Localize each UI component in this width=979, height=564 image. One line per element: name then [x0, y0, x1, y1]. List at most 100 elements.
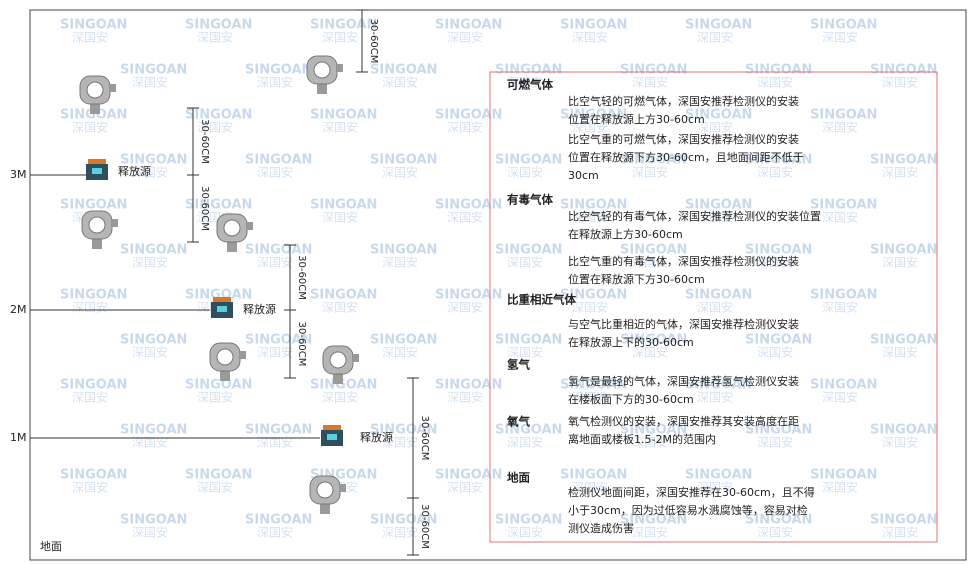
- section-text: 位置在释放源下方30-60cm，且地面间距不低于: [568, 150, 804, 164]
- watermark-brand: SINGOAN: [120, 333, 187, 348]
- watermark-brand: SINGOAN: [560, 198, 627, 213]
- detector-face: [216, 348, 234, 366]
- watermark-name: 深国安: [572, 120, 608, 135]
- watermark-name: 深国安: [197, 480, 233, 495]
- watermark-name: 深国安: [757, 525, 793, 540]
- detector: [309, 475, 346, 514]
- watermark-name: 深国安: [882, 435, 918, 450]
- detector: [322, 345, 359, 384]
- watermark-brand: SINGOAN: [560, 108, 627, 123]
- detector-face: [313, 61, 331, 79]
- detector: [81, 210, 118, 249]
- watermark-name: 深国安: [322, 30, 358, 45]
- watermark-brand: SINGOAN: [120, 63, 187, 78]
- watermark-name: 深国安: [757, 255, 793, 270]
- watermark-brand: SINGOAN: [370, 513, 437, 528]
- watermark-brand: SINGOAN: [685, 378, 752, 393]
- ground-label: 地面: [40, 540, 62, 553]
- detector: [216, 213, 253, 252]
- watermark-brand: SINGOAN: [560, 18, 627, 33]
- watermark-name: 深国安: [507, 435, 543, 450]
- watermark-brand: SINGOAN: [810, 198, 877, 213]
- section-text: 氧气检测仪的安装，深国安推荐其安装高度在距: [568, 414, 799, 428]
- level-label: 2M: [10, 303, 27, 316]
- watermark-brand: SINGOAN: [310, 198, 377, 213]
- watermark-brand: SINGOAN: [495, 153, 562, 168]
- watermark-brand: SINGOAN: [810, 288, 877, 303]
- watermark-brand: SINGOAN: [245, 153, 312, 168]
- watermark-name: 深国安: [882, 525, 918, 540]
- watermark-brand: SINGOAN: [560, 468, 627, 483]
- watermark-name: 深国安: [447, 210, 483, 225]
- watermark-name: 深国安: [382, 75, 418, 90]
- watermark-name: 深国安: [632, 165, 668, 180]
- section-text: 小于30cm，因为过低容易水溅腐蚀等，容易对检: [568, 503, 808, 517]
- section-heading: 比重相近气体: [507, 293, 576, 307]
- watermark-brand: SINGOAN: [310, 108, 377, 123]
- watermarks: SINGOAN深国安SINGOAN深国安SINGOAN深国安SINGOAN深国安…: [60, 18, 937, 540]
- watermark-brand: SINGOAN: [370, 243, 437, 258]
- section-text: 比空气轻的可燃气体，深国安推荐检测仪的安装: [568, 94, 799, 108]
- detector-stem: [220, 369, 230, 381]
- watermark-name: 深国安: [822, 30, 858, 45]
- watermark-name: 深国安: [822, 210, 858, 225]
- watermark-brand: SINGOAN: [120, 423, 187, 438]
- watermark-name: 深国安: [882, 165, 918, 180]
- dimension-label: 30-60CM: [199, 186, 210, 231]
- watermark-brand: SINGOAN: [245, 63, 312, 78]
- source-label: 释放源: [360, 430, 393, 444]
- section-text: 与空气比重相近的气体，深国安推荐检测仪安装: [568, 317, 799, 331]
- watermark-brand: SINGOAN: [560, 288, 627, 303]
- watermark-name: 深国安: [132, 255, 168, 270]
- watermark-name: 深国安: [382, 435, 418, 450]
- section-text: 在楼板面下方的30-60cm: [568, 392, 694, 406]
- watermark-name: 深国安: [257, 345, 293, 360]
- watermark-name: 深国安: [197, 390, 233, 405]
- watermark-name: 深国安: [382, 345, 418, 360]
- info-panel: [489, 71, 938, 543]
- watermark-name: 深国安: [882, 75, 918, 90]
- dimension-label: 30-60CM: [199, 119, 210, 164]
- detector-face: [223, 219, 241, 237]
- watermark-name: 深国安: [72, 480, 108, 495]
- detector-port: [112, 219, 118, 227]
- watermark-brand: SINGOAN: [495, 513, 562, 528]
- watermark-name: 深国安: [507, 75, 543, 90]
- release-source: [321, 425, 343, 446]
- watermark-name: 深国安: [197, 30, 233, 45]
- section-text: 位置在释放源上方30-60cm: [568, 112, 705, 126]
- watermark-brand: SINGOAN: [745, 423, 812, 438]
- detector-stem: [90, 102, 100, 114]
- source-screen: [92, 168, 102, 174]
- source-top: [213, 297, 231, 303]
- watermark-brand: SINGOAN: [60, 288, 127, 303]
- detector-stem: [317, 82, 327, 94]
- watermark-name: 深国安: [757, 75, 793, 90]
- section-text: 检测仪地面间距，深国安推荐在30-60cm，且不得: [568, 485, 815, 499]
- watermark-name: 深国安: [447, 120, 483, 135]
- detector: [306, 55, 343, 94]
- watermark-brand: SINGOAN: [810, 18, 877, 33]
- section-text: 位置在释放源下方30-60cm: [568, 272, 705, 286]
- section-text: 离地面或楼板1.5-2M的范围内: [568, 432, 716, 446]
- watermark-brand: SINGOAN: [60, 198, 127, 213]
- watermark-brand: SINGOAN: [620, 423, 687, 438]
- source-label: 释放源: [243, 302, 276, 316]
- watermark-brand: SINGOAN: [810, 108, 877, 123]
- watermark-brand: SINGOAN: [435, 468, 502, 483]
- watermark-name: 深国安: [507, 165, 543, 180]
- watermark-brand: SINGOAN: [60, 18, 127, 33]
- source-top: [323, 425, 341, 431]
- watermark-brand: SINGOAN: [370, 333, 437, 348]
- watermark-brand: SINGOAN: [60, 378, 127, 393]
- watermark-name: 深国安: [322, 300, 358, 315]
- watermark-brand: SINGOAN: [245, 333, 312, 348]
- watermark-brand: SINGOAN: [435, 198, 502, 213]
- watermark-name: 深国安: [72, 120, 108, 135]
- watermark-brand: SINGOAN: [120, 243, 187, 258]
- watermark-name: 深国安: [257, 435, 293, 450]
- watermark-brand: SINGOAN: [435, 288, 502, 303]
- section-text: 在释放源上下的30-60cm: [568, 335, 694, 349]
- detector-face: [316, 481, 334, 499]
